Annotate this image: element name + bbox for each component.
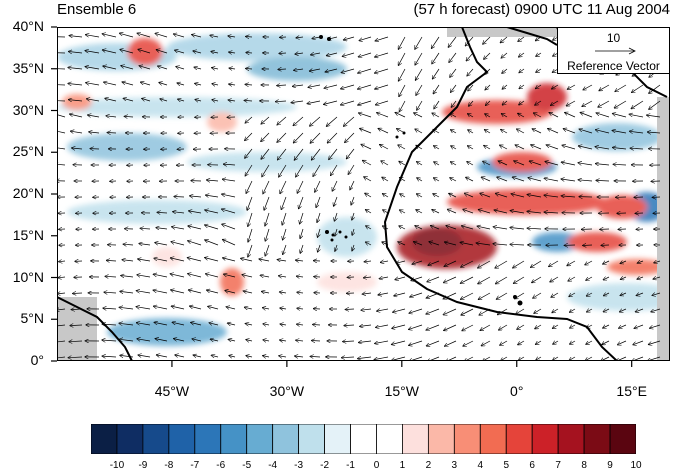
colorbar-swatch — [479, 423, 507, 455]
latitude-label: 35°N — [12, 59, 44, 76]
latitude-label: 5°N — [20, 310, 45, 327]
anomaly-shading — [57, 33, 670, 346]
colorbar-label: 0 — [373, 460, 380, 471]
longitude-label: 15°W — [384, 383, 419, 399]
colorbar-swatch — [272, 423, 300, 455]
colorbar-label: 1 — [399, 460, 406, 471]
latitude-label: 40°N — [12, 18, 44, 34]
longitude-label: 45°W — [154, 383, 190, 399]
latitude-label: 0° — [30, 352, 44, 368]
colorbar-label: 8 — [581, 460, 587, 471]
forecast-time-title: (57 h forecast) 0900 UTC 11 Aug 2004 — [413, 1, 670, 18]
colorbar-swatch — [324, 423, 351, 455]
colorbar-swatch — [376, 423, 403, 455]
panel-title: Ensemble 6 — [57, 1, 137, 18]
colorbar-label: 2 — [425, 460, 432, 471]
colorbar-swatch — [427, 423, 455, 455]
colorbar-swatch — [142, 423, 170, 455]
wind-vectors — [57, 33, 661, 361]
colorbar-swatch — [557, 423, 585, 455]
islands — [319, 35, 523, 306]
colorbar-label: 7 — [555, 460, 561, 471]
colorbar-label: 10 — [630, 460, 642, 471]
colorbar-swatch — [168, 423, 196, 455]
colorbar-swatch — [298, 423, 325, 455]
colorbar-label: 9 — [607, 460, 613, 471]
colorbar-label: -10 — [109, 460, 125, 471]
colorbar-label: -2 — [320, 460, 330, 471]
colorbar-swatch — [194, 423, 222, 455]
colorbar-label: 6 — [529, 460, 535, 471]
colorbar-label: -7 — [190, 460, 200, 471]
longitude-label: 30°W — [269, 383, 305, 399]
colorbar-swatch — [609, 423, 637, 455]
colorbar-swatch — [246, 423, 274, 455]
colorbar-label: -4 — [268, 460, 278, 471]
reference-vector-label: Reference Vector — [567, 59, 660, 73]
colorbar — [90, 423, 637, 455]
colorbar-label: 4 — [477, 460, 484, 471]
reference-arrow-icon — [595, 47, 636, 55]
colorbar-label: -1 — [346, 460, 355, 471]
colorbar-label: -5 — [242, 460, 252, 471]
colorbar-label: 5 — [503, 460, 510, 471]
colorbar-swatch — [220, 423, 248, 455]
longitude-label: 15°E — [616, 383, 647, 399]
colorbar-label: -8 — [164, 460, 174, 471]
latitude-label: 30°N — [12, 101, 44, 118]
colorbar-swatch — [453, 423, 481, 455]
colorbar-swatch — [90, 423, 118, 455]
colorbar-swatch — [116, 423, 144, 455]
colorbar-swatch — [531, 423, 559, 455]
missing-data-zone — [657, 97, 670, 361]
colorbar-swatch — [505, 423, 533, 455]
latitude-label: 20°N — [12, 185, 44, 201]
colorbar-swatch — [350, 423, 377, 455]
latitude-label: 25°N — [12, 143, 44, 160]
reference-vector-legend: 10 Reference Vector — [557, 27, 670, 74]
colorbar-label: 3 — [451, 460, 458, 471]
missing-data-zone — [447, 27, 557, 37]
wind-anomaly-map — [57, 27, 670, 361]
map-panel — [57, 27, 670, 361]
latitude-label: 15°N — [12, 226, 44, 243]
latitude-label: 10°N — [12, 268, 44, 285]
longitude-label: 0° — [510, 383, 524, 399]
colorbar-label: -9 — [138, 460, 148, 471]
colorbar-label: -3 — [294, 460, 304, 471]
reference-vector-value: 10 — [606, 31, 621, 45]
colorbar-swatch — [402, 423, 429, 455]
colorbar-swatch — [583, 423, 611, 455]
colorbar-label: -6 — [216, 460, 226, 471]
